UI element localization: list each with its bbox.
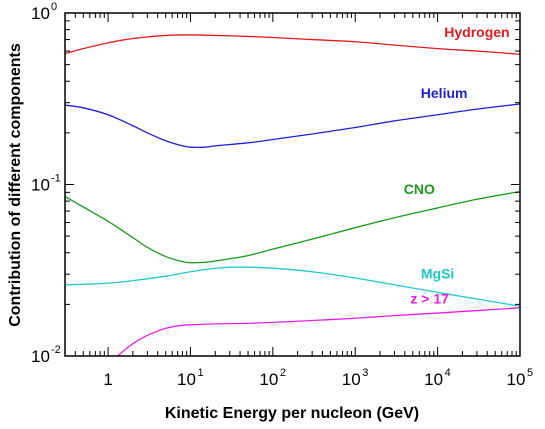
x-tick-label: 10 — [507, 370, 526, 389]
x-tick-exponent: 5 — [527, 367, 533, 379]
series-label-z-17: z > 17 — [410, 291, 449, 307]
y-tick-exponent: -2 — [51, 344, 61, 356]
series-label-helium: Helium — [421, 85, 468, 101]
y-tick-label: 10 — [31, 176, 50, 195]
series-line-hydrogen — [64, 34, 521, 55]
y-tick-label: 10 — [31, 347, 50, 366]
ticks-layer — [64, 12, 521, 357]
x-tick-label: 10 — [424, 370, 443, 389]
x-tick-exponent: 2 — [280, 367, 286, 379]
x-axis-label: Kinetic Energy per nucleon (GeV) — [165, 405, 419, 422]
series-line-mgsi — [64, 266, 521, 307]
series-line-z-17 — [117, 307, 521, 357]
series-layer — [64, 34, 521, 357]
series-line-helium — [64, 103, 521, 149]
series-label-hydrogen: Hydrogen — [444, 24, 509, 40]
x-tick-label: 10 — [259, 370, 278, 389]
y-tick-exponent: -1 — [51, 173, 61, 185]
series-label-mgsi: MgSi — [421, 265, 454, 281]
series-line-cno — [64, 190, 521, 264]
y-tick-exponent: 0 — [51, 1, 57, 13]
x-tick-label: 10 — [342, 370, 361, 389]
plot-frame — [64, 12, 521, 357]
x-tick-label: 10 — [177, 370, 196, 389]
series-label-cno: CNO — [404, 181, 435, 197]
x-tick-exponent: 4 — [445, 367, 451, 379]
y-axis-label: Contribution of different components — [7, 43, 24, 327]
x-tick-exponent: 3 — [362, 367, 368, 379]
x-tick-label: 1 — [103, 370, 112, 389]
labels-layer: 1 10 1 10 2 10 3 10 4 10 510 010 -110 -2HydrogenHeliu… — [31, 1, 533, 389]
x-tick-exponent: 1 — [197, 367, 203, 379]
y-tick-label: 10 — [31, 4, 50, 23]
